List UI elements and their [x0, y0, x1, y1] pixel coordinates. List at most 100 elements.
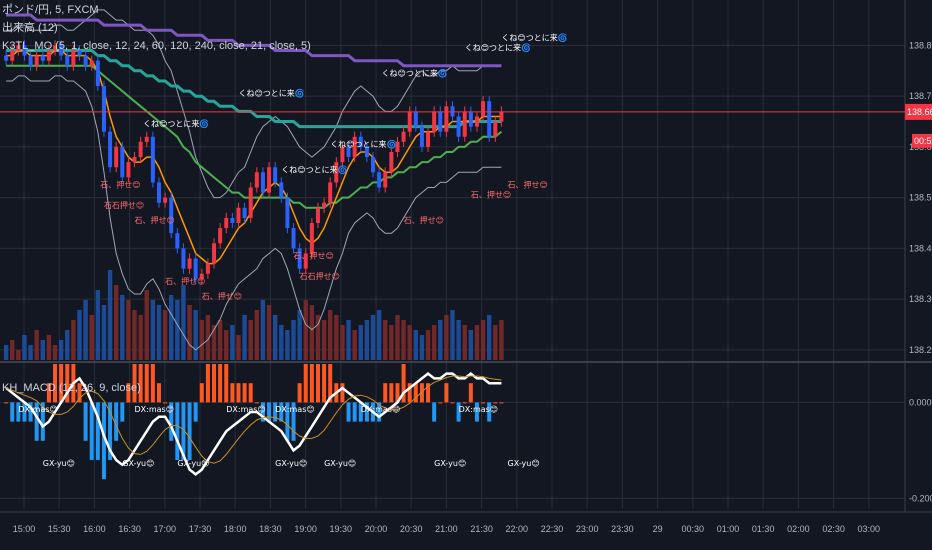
volume-bar: [113, 285, 119, 360]
candle-body: [175, 233, 180, 249]
macd-dead-cross-label: DX:mas😊: [18, 405, 58, 414]
axes: 138.800138.700138.600138.500138.400138.3…: [0, 0, 932, 534]
volume-bar: [364, 320, 370, 360]
macd-histogram-bar: [132, 364, 137, 403]
volume-bar: [291, 320, 296, 360]
macd-panel: DX:mas😊 DX:mas😊 DX:mas😊 DX:mas😊 DX:mas😊 DX:ma…: [0, 364, 905, 499]
bollinger-bands: [6, 9, 502, 351]
signal-line: [5, 375, 502, 464]
candle-body: [364, 146, 369, 158]
candle-body: [77, 50, 82, 56]
legend-ma[interactable]: K3TL_MO (5, 1, close, 12, 24, 60, 120, 2…: [2, 40, 311, 52]
time-tick-label: 18:00: [224, 524, 247, 534]
macd-histogram-bar: [22, 402, 27, 422]
macd-histogram-bar: [114, 402, 119, 441]
macd-histogram-bar: [28, 402, 33, 422]
time-tick-label: 19:30: [330, 524, 353, 534]
legend-macd[interactable]: KH_MACD (12, 26, 9, close): [2, 382, 141, 394]
volume-bar: [328, 310, 333, 360]
time-tick-label: 17:30: [189, 524, 212, 534]
candle-body: [315, 207, 320, 224]
candle-body: [205, 263, 210, 274]
volume-bar: [126, 300, 131, 360]
macd-histogram-bar: [291, 402, 296, 441]
buy-annotation: 石、押せ😊: [135, 215, 175, 225]
volume-bar: [279, 325, 284, 360]
candle-body: [89, 60, 94, 66]
candle-body: [407, 111, 412, 132]
volume-bar: [389, 325, 394, 360]
volume-bar: [193, 310, 198, 360]
macd-dead-cross-label: DX:mas😊: [361, 405, 401, 414]
macd-golden-cross-label: GX-yu😊: [324, 459, 356, 468]
candle-body: [22, 45, 27, 56]
macd-tick-label: -0.200: [909, 493, 932, 503]
macd-histogram-bar: [193, 402, 198, 422]
candle-body: [267, 167, 272, 193]
candle-body: [132, 157, 137, 163]
macd-histogram-bar: [224, 364, 229, 403]
macd-histogram-bar: [309, 364, 314, 403]
buy-annotation: 石、押せ😊: [404, 215, 444, 225]
candle-body: [358, 136, 363, 147]
price-tick-label: 138.700: [909, 91, 932, 101]
volume-bar: [107, 270, 113, 360]
candle-body: [450, 106, 455, 117]
sell-annotation: くね😊つとに来🌀: [501, 32, 567, 42]
volume-bar: [217, 320, 223, 360]
macd-histogram-bar: [83, 402, 88, 441]
ma-120-line: [6, 49, 502, 129]
candle-body: [444, 106, 449, 132]
price-tick-label: 138.200: [909, 345, 932, 355]
legend-volume[interactable]: 出来高 (12): [2, 22, 58, 34]
legend-symbol[interactable]: ポンド/円, 5, FXCM: [2, 4, 99, 16]
time-tick-label: 20:30: [400, 524, 423, 534]
candle-body: [260, 172, 265, 193]
candle-body: [40, 55, 45, 61]
current-price-tag: [905, 103, 932, 120]
volume-bar: [205, 315, 211, 360]
macd-dead-cross-label: DX:mas😊: [135, 405, 175, 414]
time-tick-label: 15:30: [48, 524, 71, 534]
candle-body: [474, 116, 479, 127]
macd-golden-cross-label: GX-yu😊: [122, 459, 154, 468]
volume-bar: [150, 300, 156, 360]
volume-bar: [10, 340, 15, 360]
macd-histogram-bar: [328, 364, 333, 403]
candle-body: [291, 228, 296, 249]
volume-bar: [321, 320, 327, 360]
buy-annotation: 石石押せ😊: [300, 271, 340, 281]
candle-body: [236, 207, 241, 224]
candle-body: [254, 172, 259, 188]
macd-histogram-bar: [389, 383, 394, 403]
candle-body: [242, 207, 247, 218]
macd-histogram-bar: [108, 402, 113, 460]
candle-body: [346, 146, 351, 158]
macd-histogram-bar: [181, 402, 186, 460]
macd-histogram-bar: [444, 383, 449, 403]
candlesticks[interactable]: [4, 40, 504, 284]
ma-fast-line: [6, 49, 502, 265]
candle-body: [4, 55, 9, 61]
time-tick-label: 22:30: [541, 524, 564, 534]
time-tick-label: 18:30: [259, 524, 282, 534]
volume-bar: [315, 315, 321, 360]
buy-annotation: 石、押せ😊: [202, 291, 242, 301]
volume-bar: [40, 340, 46, 360]
volume-bar: [346, 320, 351, 360]
time-tick-label: 00:30: [682, 524, 705, 534]
volume-bar: [224, 330, 229, 360]
candle-body: [334, 162, 339, 183]
candle-body: [65, 55, 70, 66]
macd-histogram-bar: [322, 364, 327, 403]
volume-bar: [120, 295, 125, 360]
candle-body: [212, 243, 217, 264]
volume-bar: [236, 335, 241, 360]
time-tick-label: 03:00: [858, 524, 881, 534]
macd-histogram-bar: [364, 402, 369, 422]
candle-body: [16, 45, 21, 51]
candle-body: [53, 45, 58, 51]
candle-body: [413, 111, 418, 127]
macd-histogram-bar: [407, 383, 412, 403]
